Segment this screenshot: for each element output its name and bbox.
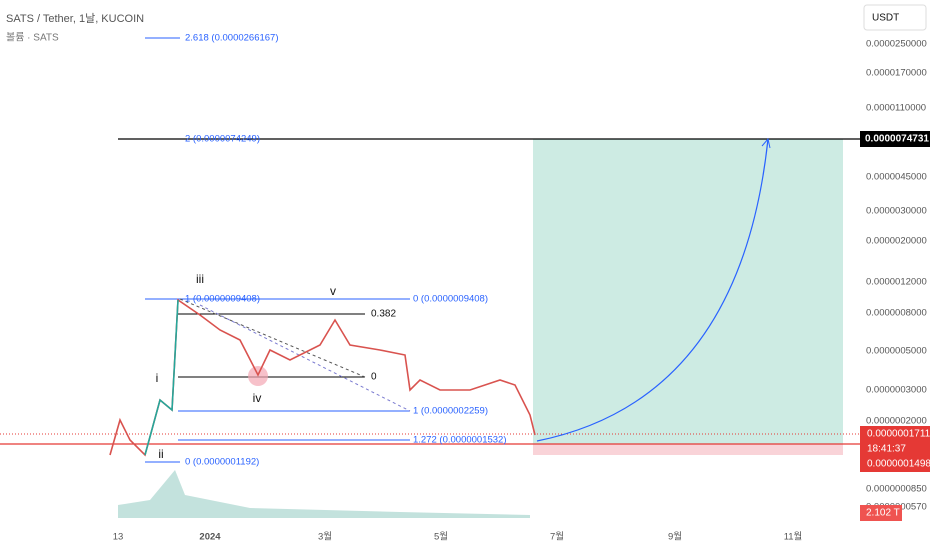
fib-label: 2 (0.0000074249)	[185, 134, 260, 145]
last-badge: 0.0000001711	[867, 429, 931, 440]
fib-label: 2.618 (0.0000266167)	[185, 33, 279, 44]
price-label: 0.0000250000	[866, 39, 927, 50]
wave-label: v	[330, 284, 336, 298]
wave-label: ii	[158, 447, 163, 461]
fib-label: 0 (0.0000001192)	[185, 457, 259, 468]
price-label: 0.0000008000	[866, 308, 927, 319]
price-label: 0.0000002000	[866, 416, 927, 427]
fib-label: 0 (0.0000009408)	[413, 294, 488, 305]
fib-label: 1 (0.0000009408)	[185, 294, 260, 305]
price-label: 0.0000110000	[866, 103, 926, 114]
price-label: 0.0000000850	[866, 484, 927, 495]
time-label: 3월	[318, 531, 332, 543]
fib-label: 1.272 (0.0000001532)	[413, 435, 507, 446]
time-label: 13	[113, 532, 124, 543]
wave-label: i	[156, 371, 159, 385]
fib-label: 0	[371, 372, 377, 383]
target-badge: 0.0000074731	[865, 134, 929, 145]
time-label: 5월	[434, 531, 448, 543]
fib-label: 1 (0.0000002259)	[413, 406, 488, 417]
price-label: 0.0000020000	[866, 236, 927, 247]
volume-label: 볼륨 · SATS	[6, 32, 59, 44]
volume-badge: 2.102 T	[866, 508, 900, 519]
currency-button[interactable]	[863, 4, 927, 31]
symbol: SATS / Tether, 1날, KUCOIN	[6, 12, 144, 25]
time-label: 11월	[784, 531, 803, 543]
price-label: 0.0000030000	[866, 206, 927, 217]
fib-label: 0.382	[371, 309, 396, 320]
wave-label: iii	[196, 272, 204, 286]
time-label: 7월	[550, 531, 564, 543]
price-label: 0.0000003000	[866, 385, 927, 396]
wave-label: iv	[253, 391, 262, 405]
price-label: 0.0000170000	[866, 68, 927, 79]
currency[interactable]: USDT	[872, 13, 899, 24]
price-label: 0.0000012000	[866, 277, 927, 288]
time-label: 9월	[668, 531, 682, 543]
stop-badge: 0.0000001498	[867, 459, 931, 470]
price-label: 0.0000005000	[866, 346, 927, 357]
price-label: 0.0000045000	[866, 172, 927, 183]
time-label: 2024	[199, 532, 221, 543]
countdown: 18:41:37	[867, 444, 906, 455]
